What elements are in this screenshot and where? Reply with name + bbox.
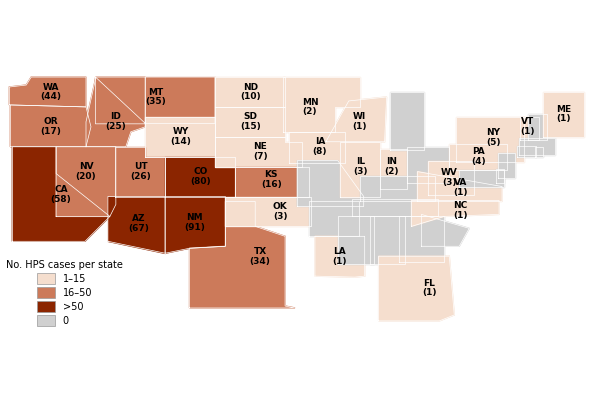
Text: WV
(3): WV (3) bbox=[441, 168, 458, 187]
Polygon shape bbox=[10, 105, 91, 147]
Polygon shape bbox=[215, 137, 302, 167]
Text: NV
(20): NV (20) bbox=[76, 162, 97, 181]
Polygon shape bbox=[498, 153, 515, 178]
Polygon shape bbox=[543, 92, 584, 137]
Polygon shape bbox=[338, 217, 374, 264]
Text: WA
(44): WA (44) bbox=[41, 83, 62, 101]
Polygon shape bbox=[108, 196, 165, 253]
Text: NM
(91): NM (91) bbox=[184, 213, 205, 232]
Text: IN
(2): IN (2) bbox=[385, 157, 399, 176]
Polygon shape bbox=[496, 169, 504, 183]
Text: KS
(16): KS (16) bbox=[261, 170, 281, 189]
Polygon shape bbox=[215, 107, 285, 137]
Polygon shape bbox=[190, 202, 295, 308]
Polygon shape bbox=[165, 196, 226, 253]
Text: CO
(80): CO (80) bbox=[190, 167, 211, 186]
Polygon shape bbox=[398, 217, 445, 262]
Polygon shape bbox=[370, 217, 404, 264]
Text: SD
(15): SD (15) bbox=[240, 112, 260, 131]
Polygon shape bbox=[309, 202, 359, 236]
Polygon shape bbox=[283, 77, 360, 132]
Text: IL
(3): IL (3) bbox=[353, 157, 368, 176]
Polygon shape bbox=[145, 117, 215, 157]
Polygon shape bbox=[56, 147, 116, 217]
Polygon shape bbox=[428, 161, 474, 195]
Text: OR
(17): OR (17) bbox=[41, 118, 62, 136]
Legend: 1–15, 16–50, >50, 0: 1–15, 16–50, >50, 0 bbox=[6, 260, 123, 326]
Text: NY
(5): NY (5) bbox=[486, 129, 500, 147]
Polygon shape bbox=[360, 176, 436, 202]
Text: FL
(1): FL (1) bbox=[422, 279, 437, 298]
Text: IA
(8): IA (8) bbox=[313, 138, 327, 156]
Polygon shape bbox=[13, 147, 110, 241]
Text: UT
(26): UT (26) bbox=[130, 162, 151, 181]
Polygon shape bbox=[86, 77, 145, 147]
Text: ND
(10): ND (10) bbox=[240, 83, 260, 101]
Text: VA
(1): VA (1) bbox=[453, 178, 467, 197]
Text: NC
(1): NC (1) bbox=[453, 201, 467, 220]
Polygon shape bbox=[315, 236, 365, 277]
Polygon shape bbox=[226, 196, 311, 226]
Text: CA
(58): CA (58) bbox=[51, 185, 71, 204]
Polygon shape bbox=[407, 147, 449, 183]
Polygon shape bbox=[459, 170, 504, 187]
Text: AZ
(67): AZ (67) bbox=[128, 214, 149, 233]
Polygon shape bbox=[235, 167, 309, 196]
Text: WY
(14): WY (14) bbox=[170, 127, 191, 146]
Text: ID
(25): ID (25) bbox=[106, 112, 126, 131]
Polygon shape bbox=[95, 77, 215, 124]
Text: LA
(1): LA (1) bbox=[332, 247, 347, 266]
Text: MT
(35): MT (35) bbox=[145, 88, 166, 107]
Text: ME
(1): ME (1) bbox=[556, 105, 571, 123]
Polygon shape bbox=[298, 161, 364, 206]
Polygon shape bbox=[520, 117, 539, 140]
Polygon shape bbox=[326, 97, 386, 142]
Text: WI
(1): WI (1) bbox=[352, 112, 367, 131]
Text: TX
(34): TX (34) bbox=[250, 247, 271, 266]
Polygon shape bbox=[389, 92, 424, 150]
Polygon shape bbox=[289, 132, 345, 163]
Polygon shape bbox=[421, 215, 469, 246]
Polygon shape bbox=[535, 147, 543, 157]
Text: VT
(1): VT (1) bbox=[521, 118, 535, 136]
Polygon shape bbox=[449, 144, 507, 170]
Polygon shape bbox=[456, 117, 524, 162]
Polygon shape bbox=[352, 200, 438, 217]
Text: MN
(2): MN (2) bbox=[302, 97, 318, 116]
Text: PA
(4): PA (4) bbox=[471, 147, 485, 166]
Polygon shape bbox=[379, 256, 454, 321]
Polygon shape bbox=[380, 149, 407, 189]
Polygon shape bbox=[412, 200, 499, 226]
Polygon shape bbox=[115, 147, 165, 196]
Polygon shape bbox=[340, 142, 380, 196]
Polygon shape bbox=[165, 157, 235, 196]
Polygon shape bbox=[528, 114, 547, 140]
Text: NE
(7): NE (7) bbox=[253, 142, 268, 161]
Text: OK
(3): OK (3) bbox=[273, 202, 287, 221]
Polygon shape bbox=[215, 77, 285, 107]
Polygon shape bbox=[418, 172, 502, 202]
Polygon shape bbox=[519, 138, 555, 155]
Polygon shape bbox=[10, 77, 86, 107]
Polygon shape bbox=[517, 146, 536, 157]
